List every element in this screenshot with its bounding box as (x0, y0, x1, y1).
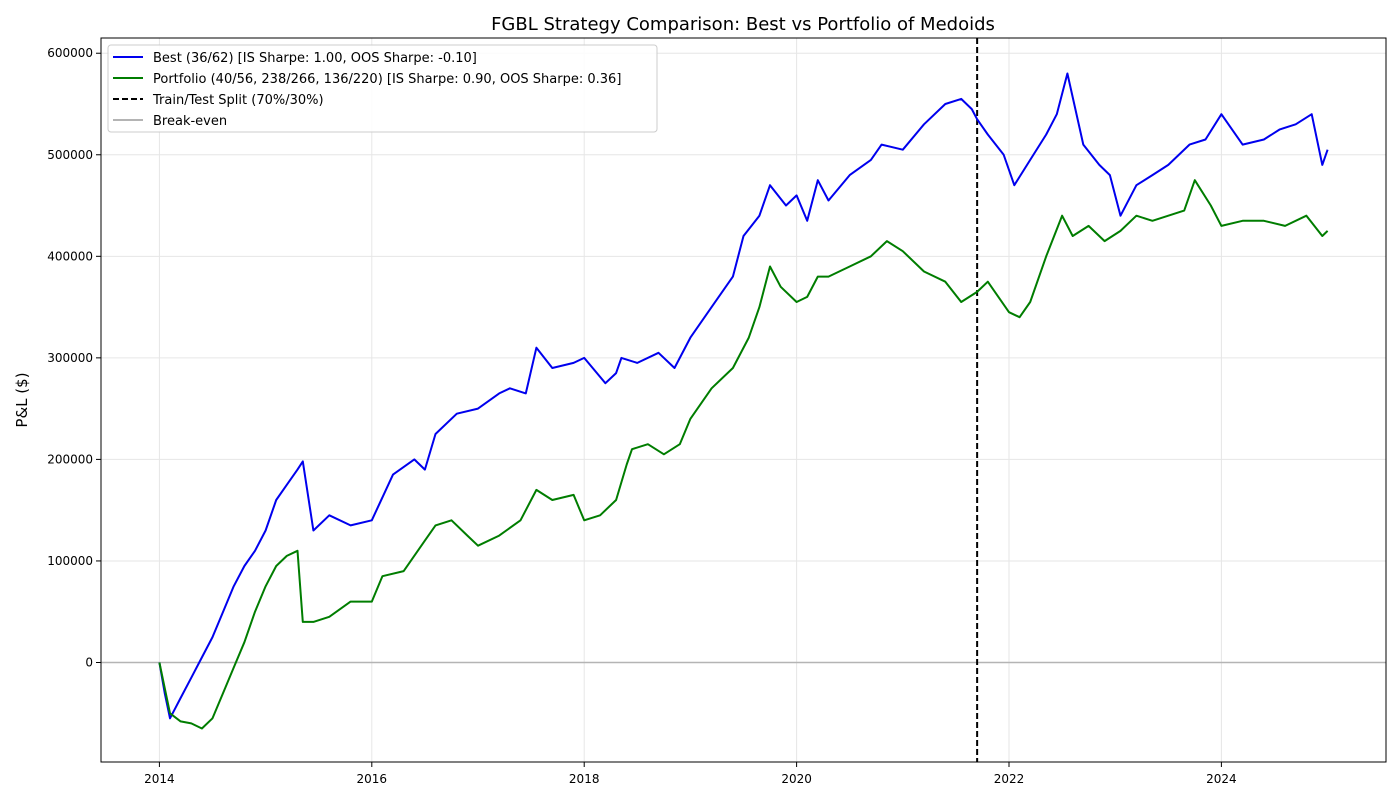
series-line-best (158, 72, 1329, 720)
x-tick-label: 2020 (781, 772, 812, 786)
legend-box (107, 44, 658, 133)
legend-label-portfolio: Portfolio (40/56, 238/266, 136/220) [IS … (153, 72, 621, 87)
y-tick-label: 300000 (47, 351, 93, 365)
y-tick-label: 600000 (47, 46, 93, 60)
series-line-portfolio (158, 179, 1329, 730)
x-tick-label: 2018 (569, 772, 600, 786)
y-tick-label: 500000 (47, 148, 93, 162)
reference-lines (101, 38, 1386, 762)
series-lines (158, 72, 1329, 730)
y-axis-label: P&L ($) (13, 372, 31, 427)
legend: Best (36/62) [IS Sharpe: 1.00, OOS Sharp… (107, 44, 658, 133)
y-tick-label: 100000 (47, 554, 93, 568)
y-tick-label: 0 (85, 655, 93, 669)
y-tick-label: 200000 (47, 452, 93, 466)
grid-lines (101, 38, 1386, 762)
plot-area-frame (100, 37, 1387, 763)
x-tick-label: 2024 (1206, 772, 1237, 786)
x-tick-label: 2022 (994, 772, 1025, 786)
x-tick-label: 2014 (144, 772, 175, 786)
axis-ticks: 0 100000 200000 300000 400000 500000 600000 201… (47, 46, 1236, 786)
legend-label-breakeven: Break-even (153, 114, 227, 129)
x-tick-label: 2016 (357, 772, 388, 786)
legend-label-split: Train/Test Split (70%/30%) (152, 93, 324, 108)
chart-title: FGBL Strategy Comparison: Best vs Portfo… (491, 14, 995, 35)
y-tick-label: 400000 (47, 249, 93, 263)
legend-label-best: Best (36/62) [IS Sharpe: 1.00, OOS Sharp… (153, 51, 477, 66)
